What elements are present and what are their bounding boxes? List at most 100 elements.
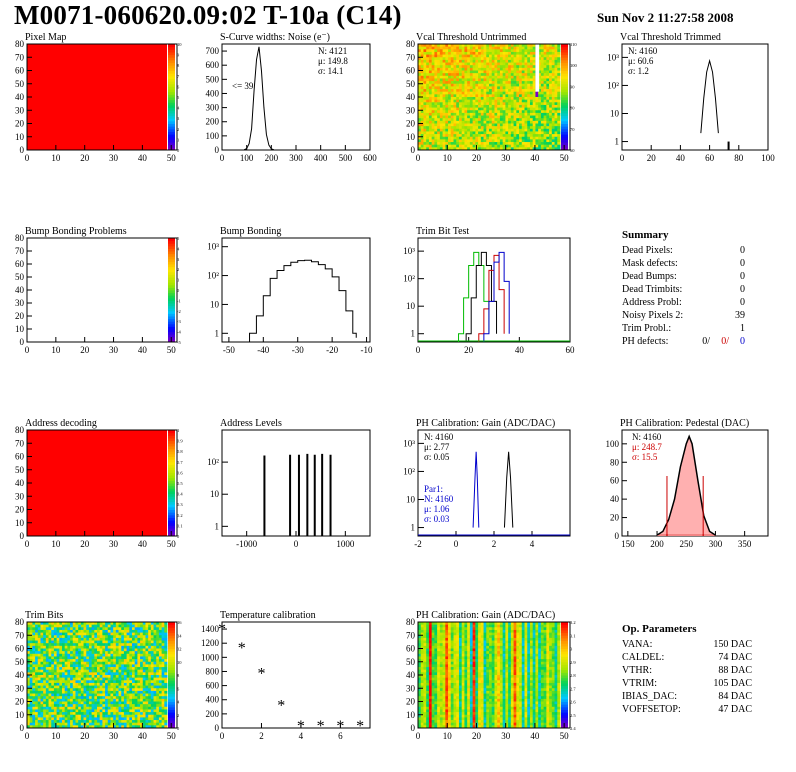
trim-bits-cell (86, 696, 90, 700)
pixel-map-colorbar-swatch (168, 123, 175, 127)
trim-bits-cell (70, 640, 74, 644)
pixel-map-colorbar-swatch (168, 59, 175, 64)
trim-bits-cell (145, 714, 149, 718)
trim-bits-cell (110, 667, 114, 671)
vcal-untrimmed-cell (535, 136, 539, 140)
summary-label: Mask defects: (622, 258, 678, 269)
vcal-untrimmed-cell (540, 89, 545, 93)
trim-bits-cell (158, 698, 163, 702)
trim-bits-cell (29, 664, 33, 668)
pixel-map-colorbar-swatch (168, 91, 175, 95)
vcal-untrimmed-cell (418, 131, 422, 135)
vcal-untrimmed-cell (513, 49, 517, 53)
vcal-untrimmed-cell (423, 67, 427, 71)
ph-gain-map-cell (535, 624, 539, 628)
vcal-untrimmed-cell (508, 102, 512, 106)
vcal-untrimmed-cell (491, 54, 495, 58)
trim-bits-cell (105, 635, 109, 639)
vcal-untrimmed-cell (437, 112, 441, 116)
vcal-untrimmed-cell (475, 49, 479, 53)
trim-bits-cell (107, 701, 111, 705)
vcal-untrimmed-cell (486, 86, 490, 90)
vcal-untrimmed-cell (497, 46, 501, 50)
vcal-untrimmed-cell (464, 123, 468, 127)
trim-bits-cell (145, 722, 149, 726)
trim-bits-cell (64, 698, 68, 702)
trim-bits-cell (88, 701, 93, 705)
vcal-untrimmed-cell (551, 54, 555, 58)
trim-bits-cell (78, 648, 82, 652)
vcal-untrimmed-colorbar-swatch (561, 104, 568, 109)
trim-bits-cell (80, 714, 84, 718)
vcal-untrimmed-cell (519, 57, 523, 61)
trim-bits-cell (27, 701, 31, 705)
trim-bits-cell (48, 677, 52, 681)
trim-bits-cell (150, 704, 154, 708)
vcal-untrimmed-cell (423, 144, 427, 148)
vcal-untrimmed-cell (478, 110, 482, 114)
vcal-untrimmed-cell (529, 91, 534, 95)
trim-bits-cell (156, 682, 160, 686)
vcal-untrimmed-cell (480, 57, 484, 61)
vcal-untrimmed-cell (527, 147, 531, 151)
trim-bits-cell (123, 653, 128, 657)
vcal-untrimmed-cell (426, 65, 430, 69)
trim-bits-cell (29, 632, 33, 636)
vcal-untrimmed-cell (538, 70, 542, 74)
vcal-untrimmed-cell (428, 59, 433, 63)
ph-gain-map-cell (516, 622, 520, 626)
vcal-untrimmed-cell (491, 144, 495, 148)
trim-bits-cell (45, 704, 49, 708)
vcal-untrimmed-cell (458, 131, 463, 135)
trim-bits-cell (48, 651, 52, 655)
ph-gain-map-cell (426, 624, 430, 628)
trim-bits-cell (140, 680, 144, 684)
vcal-untrimmed-cell (543, 94, 547, 98)
trim-bits-cell (32, 643, 36, 647)
vcal-untrimmed-cell (434, 67, 438, 71)
summary-value: 1 (740, 323, 745, 334)
vcal-untrimmed-cell (557, 62, 561, 66)
trim-bits-cell (70, 722, 74, 726)
trim-bits-cell (72, 698, 76, 702)
trim-bits-cell (132, 640, 136, 644)
vcal-untrimmed-cell (453, 112, 457, 116)
vcal-untrimmed-cell (467, 131, 471, 135)
trim-bits-cell (99, 722, 103, 726)
trim-bits-cell (53, 667, 58, 671)
trim-bits-cell (140, 682, 144, 686)
trim-bits-cell (43, 698, 47, 702)
trim-bits-cell (107, 690, 111, 694)
trim-bits-cell (83, 637, 87, 641)
trim-bits-cell (134, 656, 138, 660)
trim-bits-cell (140, 656, 144, 660)
trim-bits-cell (164, 648, 168, 652)
trim-bits-cell (129, 675, 133, 679)
vcal-untrimmed-cell (535, 147, 539, 151)
trim-bits-cell (86, 632, 90, 636)
vcal-untrimmed-cell (423, 139, 427, 143)
trim-bits-cell (75, 706, 79, 710)
trim-bits-cell (99, 688, 103, 692)
vcal-untrimmed-cell (469, 110, 474, 114)
trim-bits-cell (137, 629, 141, 633)
vcal-untrimmed-cell (527, 94, 531, 98)
vcal-untrimmed-cell (516, 44, 520, 48)
vcal-untrimmed-cell (472, 81, 476, 85)
trim-bits-cell (67, 632, 71, 636)
trim-bits-cell (115, 720, 119, 724)
trim-bits-cell (123, 712, 128, 716)
trim-bits-cell (132, 664, 136, 668)
trim-bits-cell (62, 688, 66, 692)
trim-bits-cell (110, 701, 114, 705)
vcal-untrimmed-cell (448, 83, 452, 87)
vcal-untrimmed-cell (464, 46, 468, 50)
trim-bits-cell (43, 645, 47, 649)
trim-bits-cell (83, 714, 87, 718)
bump-bonding-frame (221, 237, 371, 343)
vcal-untrimmed-cell (532, 102, 536, 106)
trim-bits-cell (99, 656, 103, 660)
vcal-untrimmed-cell (489, 65, 493, 69)
vcal-untrimmed-cell (538, 110, 542, 114)
trim-bits-cell (83, 675, 87, 679)
